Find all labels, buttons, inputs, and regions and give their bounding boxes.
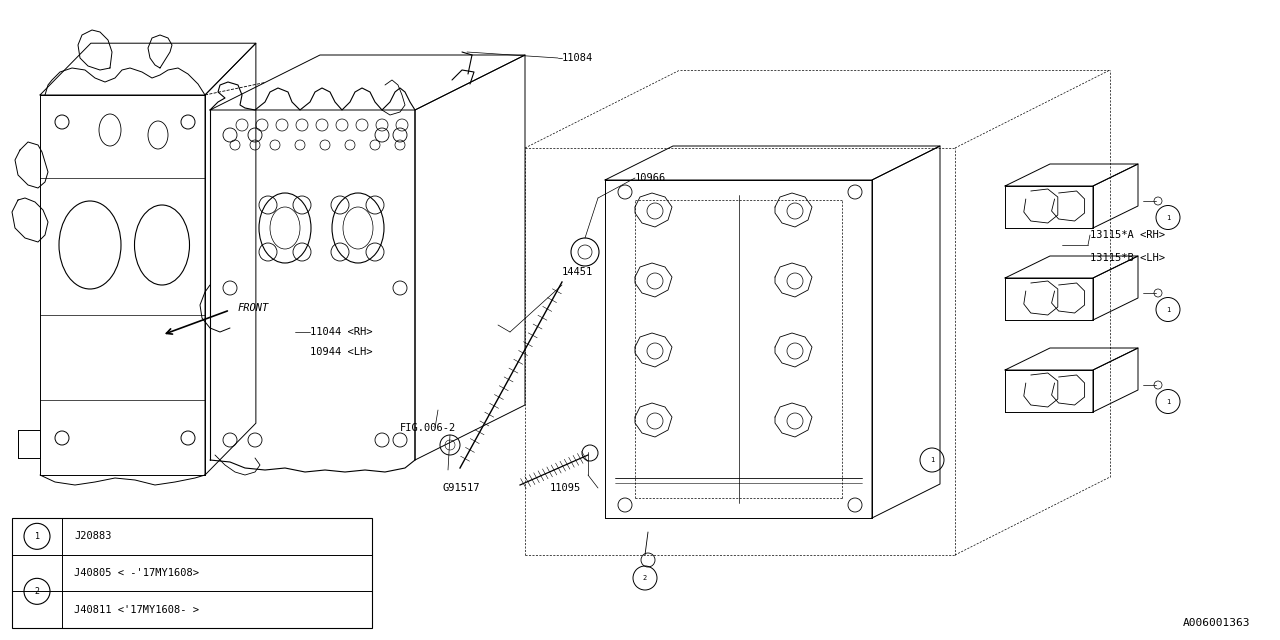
Text: FRONT: FRONT (238, 303, 269, 313)
Text: 1: 1 (929, 457, 934, 463)
Text: 11095: 11095 (550, 483, 581, 493)
Text: 1: 1 (1166, 399, 1170, 404)
Text: G91517: G91517 (442, 483, 480, 493)
Text: 2: 2 (35, 587, 40, 596)
Text: J40811 <'17MY1608- >: J40811 <'17MY1608- > (74, 605, 198, 614)
Text: J20883: J20883 (74, 531, 111, 541)
Bar (12, 518, 372, 628)
Text: 11044 <RH>: 11044 <RH> (310, 327, 372, 337)
Text: 1: 1 (1166, 307, 1170, 312)
Text: 10966: 10966 (635, 173, 667, 183)
Text: 11084: 11084 (562, 53, 593, 63)
Text: 1: 1 (35, 532, 40, 541)
Text: 14451: 14451 (562, 267, 593, 277)
Text: A006001363: A006001363 (1183, 618, 1251, 628)
Text: 13115*B <LH>: 13115*B <LH> (1091, 253, 1165, 263)
Text: 13115*A <RH>: 13115*A <RH> (1091, 230, 1165, 240)
Text: 2: 2 (643, 575, 648, 581)
Text: FIG.006-2: FIG.006-2 (401, 423, 456, 433)
Text: 1: 1 (1166, 214, 1170, 221)
Text: J40805 < -'17MY1608>: J40805 < -'17MY1608> (74, 568, 198, 578)
Text: 10944 <LH>: 10944 <LH> (310, 347, 372, 357)
